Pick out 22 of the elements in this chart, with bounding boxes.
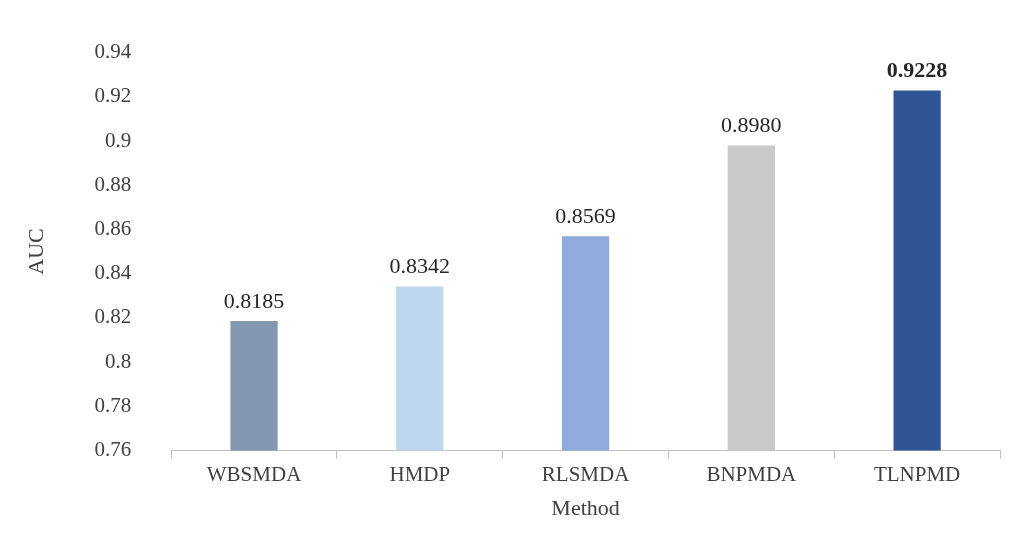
y-tick-label: 0.9 xyxy=(104,127,132,152)
data-label: 0.8185 xyxy=(223,287,285,313)
data-label: 0.8980 xyxy=(721,112,782,138)
y-tick-label: 0.76 xyxy=(94,436,132,461)
y-tick-label: 0.82 xyxy=(94,304,132,329)
y-tick-label: 0.8 xyxy=(104,348,132,373)
x-tick-label: TLNPMD xyxy=(873,461,961,486)
x-tick-label: HMDP xyxy=(389,461,451,486)
x-tick-label: BNPMDA xyxy=(706,461,798,486)
y-tick-label: 0.84 xyxy=(94,260,132,285)
y-tick-label: 0.86 xyxy=(94,215,132,240)
y-tick-label: 0.92 xyxy=(94,83,132,108)
x-axis-title: Method xyxy=(551,494,620,520)
data-label: 0.8342 xyxy=(389,253,451,279)
data-label: 0.9228 xyxy=(886,57,948,83)
y-axis-title: AUC xyxy=(22,228,48,275)
data-label: 0.8569 xyxy=(555,203,616,229)
y-tick-label: 0.88 xyxy=(94,171,132,196)
x-tick-label: WBSMDA xyxy=(206,461,303,486)
x-tick-label: RLSMDA xyxy=(541,461,631,486)
y-tick-label: 0.78 xyxy=(94,392,132,417)
y-tick-label: 0.94 xyxy=(94,39,132,64)
